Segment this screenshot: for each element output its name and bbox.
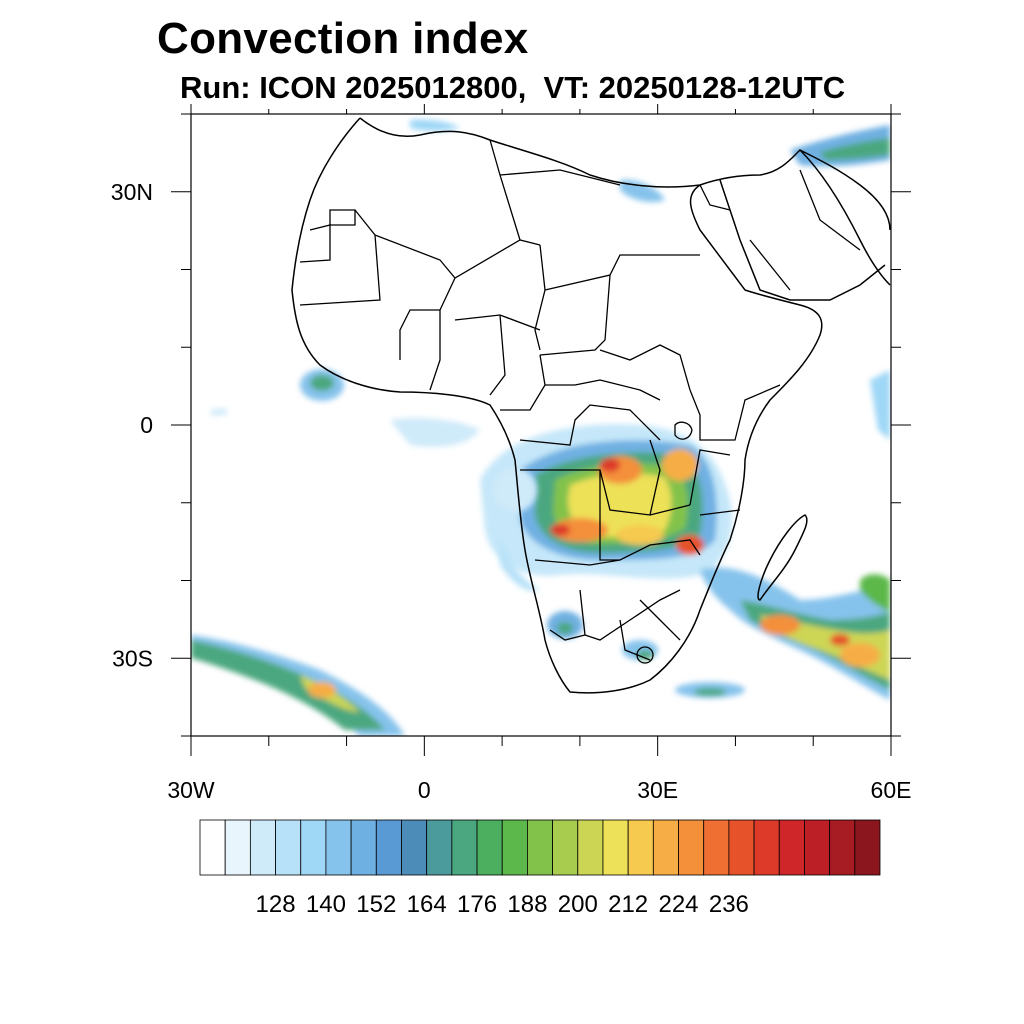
colorbar-label: 200 — [558, 891, 598, 918]
lon-tick-label: 0 — [418, 777, 431, 803]
colorbar-swatch — [325, 819, 352, 876]
colorbar-label: 140 — [306, 891, 346, 918]
colorbar-swatch — [426, 819, 453, 876]
colorbar-swatch — [678, 819, 705, 876]
colorbar-swatch — [728, 819, 755, 876]
colorbar-swatch — [552, 819, 579, 876]
colorbar-label: 212 — [608, 891, 648, 918]
chart-title: Convection index — [157, 14, 529, 63]
colorbar-label: 188 — [507, 891, 547, 918]
map-axes: 30W 0 30E 60E 30N 0 30S — [111, 104, 912, 803]
colorbar-swatch — [300, 819, 327, 876]
lon-tick-label: 60E — [871, 777, 912, 803]
coastlines — [291, 117, 891, 694]
colorbar-swatch — [249, 819, 276, 876]
colorbar-swatch — [804, 819, 831, 876]
lat-tick-label: 30S — [112, 645, 153, 671]
colorbar-label: 224 — [658, 891, 698, 918]
colorbar-swatch — [602, 819, 629, 876]
colorbar-swatch — [224, 819, 251, 876]
colorbar-swatch — [401, 819, 428, 876]
country-borders — [299, 139, 861, 664]
lat-tick-label: 30N — [111, 179, 153, 205]
colorbar-swatch — [829, 819, 856, 876]
colorbar-swatch — [527, 819, 553, 876]
lon-tick-label: 30E — [637, 777, 678, 803]
colorbar: 128 140 152 164 176 188 200 212 224 236 — [199, 819, 881, 918]
colorbar-swatch — [350, 819, 377, 876]
chart-subtitle: Run: ICON 2025012800, VT: 20250128-12UTC — [180, 70, 846, 105]
colorbar-swatch — [703, 819, 730, 876]
colorbar-swatch — [753, 819, 780, 876]
lon-tick-label: 30W — [167, 777, 215, 803]
colorbar-swatch — [778, 819, 805, 876]
colorbar-label: 128 — [256, 891, 296, 918]
colorbar-swatch — [275, 819, 302, 876]
colorbar-swatch — [577, 819, 604, 876]
colorbar-swatch — [375, 819, 402, 876]
colorbar-swatch — [501, 819, 528, 876]
colorbar-swatch — [854, 819, 881, 876]
colorbar-label: 176 — [457, 891, 497, 918]
colorbar-label: 152 — [356, 891, 396, 918]
colorbar-swatch — [451, 819, 478, 876]
colorbar-label: 164 — [407, 891, 447, 918]
colorbar-swatch — [652, 819, 679, 876]
colorbar-swatch — [627, 819, 654, 876]
lat-tick-label: 0 — [140, 412, 153, 438]
colorbar-swatch — [476, 819, 503, 876]
colorbar-label: 236 — [709, 891, 749, 918]
colorbar-swatch — [199, 819, 226, 876]
